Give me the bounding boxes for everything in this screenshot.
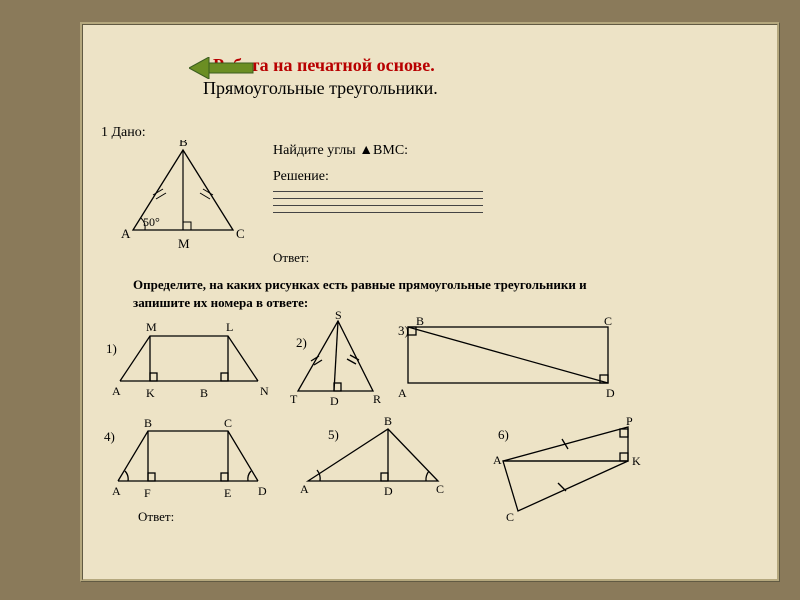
pt-C: C [236,226,245,241]
num-1: 1) [106,341,117,356]
svg-text:C: C [224,416,232,430]
svg-text:K: K [632,454,641,468]
num-6: 6) [498,427,509,442]
svg-text:A: A [112,384,121,398]
svg-text:E: E [224,486,231,500]
solution-label: Решение: [273,169,329,185]
svg-text:D: D [384,484,393,498]
svg-text:A: A [300,482,309,496]
svg-text:L: L [226,320,233,334]
worksheet-paper: Работа на печатной основе. Прямоугольные… [80,22,780,582]
task2-l1: Определите, на каких рисунках есть равны… [133,277,587,293]
back-arrow[interactable] [189,57,259,84]
svg-text:T: T [290,392,298,406]
diagrams-grid: 1) M L A K B N 2) S T D R 3) [98,311,778,551]
svg-text:N: N [260,384,269,398]
svg-text:A: A [398,386,407,400]
solution-lines [273,191,483,219]
find-angles: Найдите углы ▲BMC: [273,143,408,159]
svg-text:C: C [436,482,444,496]
svg-text:F: F [144,486,151,500]
svg-text:B: B [200,386,208,400]
svg-text:S: S [335,311,342,322]
triangle-bmc: 50° A M C B [113,140,258,260]
title-line-1: Работа на печатной основе. [213,55,777,76]
given-label: 1 Дано: [101,125,146,141]
task2-l2: запишите их номера в ответе: [133,295,308,311]
svg-text:D: D [258,484,267,498]
svg-text:C: C [506,510,514,524]
pt-A: A [121,226,131,241]
svg-text:B: B [416,314,424,328]
svg-text:A: A [493,453,502,467]
num-4: 4) [104,429,115,444]
num-3: 3) [398,323,409,338]
answer-1: Ответ: [273,250,309,266]
title: Работа на печатной основе. Прямоугольные… [213,55,777,99]
svg-text:A: A [112,484,121,498]
num-5: 5) [328,427,339,442]
angle-50: 50° [143,215,160,229]
svg-text:D: D [606,386,615,400]
pt-M: M [178,236,190,251]
svg-text:M: M [146,320,157,334]
svg-text:D: D [330,394,339,408]
svg-text:R: R [373,392,381,406]
svg-text:P: P [626,414,633,428]
answer-2: Ответ: [138,509,174,524]
num-2: 2) [296,335,307,350]
svg-text:C: C [604,314,612,328]
svg-text:B: B [144,416,152,430]
svg-text:B: B [384,414,392,428]
pt-B: B [179,140,188,149]
svg-text:K: K [146,386,155,400]
title-line-2: Прямоугольные треугольники. [203,78,777,99]
